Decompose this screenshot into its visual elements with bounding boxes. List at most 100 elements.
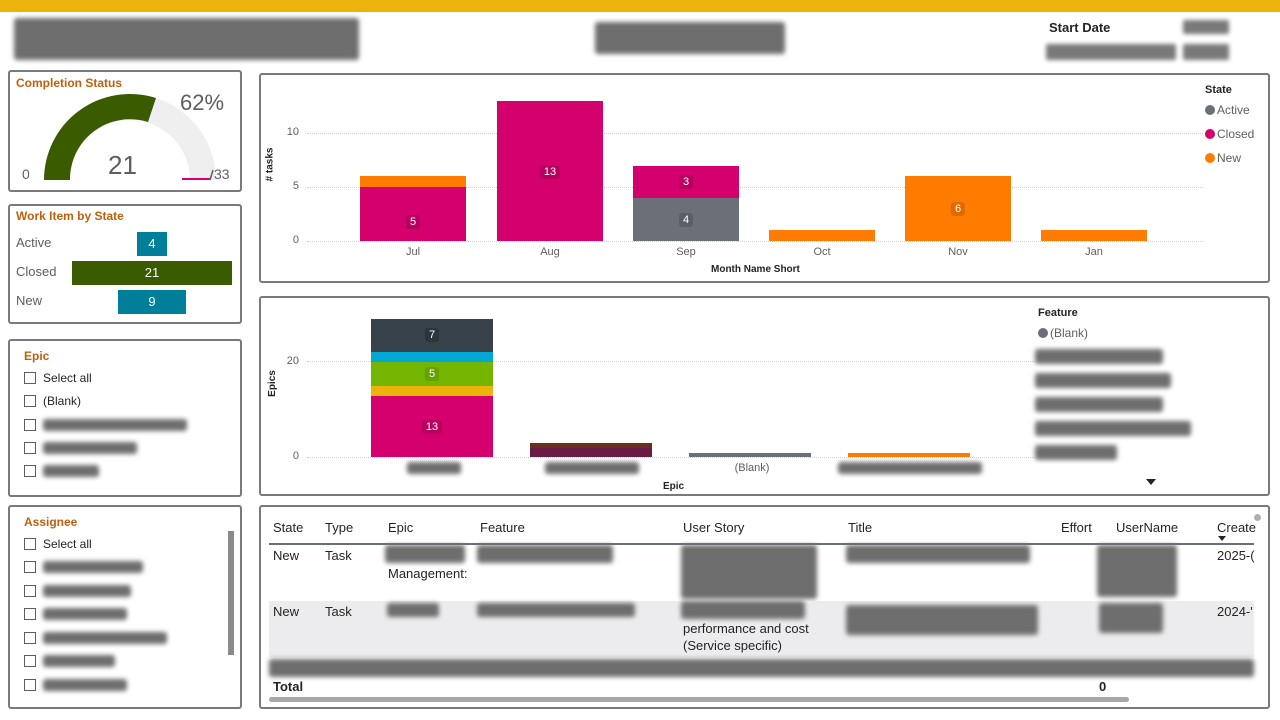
checkbox[interactable] [24, 395, 36, 407]
legend-active[interactable]: Active [1205, 103, 1250, 117]
assignee-item-7[interactable] [24, 677, 127, 693]
checkbox[interactable] [24, 561, 36, 573]
gauge-max: 33 [214, 166, 230, 182]
legend-item-redacted[interactable] [1035, 397, 1163, 412]
item-label: (Blank) [43, 394, 82, 408]
data-label: 5 [424, 367, 440, 381]
scroll-indicator-dot[interactable] [1254, 514, 1261, 521]
legend-blank[interactable]: (Blank) [1038, 326, 1088, 340]
work-items-table[interactable]: State Type Epic Feature User Story Title… [259, 505, 1270, 709]
company-logo [14, 18, 359, 60]
col-header-epic[interactable]: Epic [388, 520, 414, 535]
x-axis-title: Month Name Short [711, 264, 800, 275]
bar-jan-new[interactable] [1041, 230, 1147, 241]
checkbox[interactable] [24, 585, 36, 597]
checkbox[interactable] [24, 465, 36, 477]
data-label: 4 [678, 213, 694, 227]
epic-select-all[interactable]: Select all [24, 370, 92, 386]
legend-item-redacted[interactable] [1035, 445, 1117, 460]
horizontal-scrollbar[interactable] [269, 697, 1129, 702]
card-title: Work Item by State [16, 209, 124, 223]
assignee-select-all[interactable]: Select all [24, 536, 92, 552]
legend-label: Active [1217, 103, 1250, 117]
legend-new[interactable]: New [1205, 151, 1241, 165]
col-header-type[interactable]: Type [325, 520, 354, 535]
col-header-state[interactable]: State [273, 520, 304, 535]
assignee-item-3[interactable] [24, 583, 131, 599]
col-header-effort[interactable]: Effort [1061, 520, 1092, 535]
epics-by-feature-chart[interactable]: 20 0 Epics 7 5 13 (Blank) Epic Feature (… [259, 296, 1270, 496]
item-label-redacted [43, 419, 187, 431]
checkbox[interactable] [24, 372, 36, 384]
legend-label: Closed [1217, 127, 1255, 141]
epic-item-4[interactable] [24, 440, 137, 456]
assignee-item-4[interactable] [24, 606, 127, 622]
cell-redacted [1099, 603, 1163, 633]
cell-redacted [477, 603, 635, 617]
x-tick-redacted [407, 462, 461, 474]
bar-jul-new[interactable] [360, 176, 466, 187]
assignee-item-2[interactable] [24, 559, 143, 575]
x-tick: Sep [676, 246, 696, 258]
work-item-by-state-card[interactable]: Work Item by State Active 4 Closed 21 Ne… [8, 204, 242, 324]
completion-status-card[interactable]: Completion Status 62% 21 0 33 [8, 70, 242, 192]
assignee-item-5[interactable] [24, 630, 167, 646]
col-header-username[interactable]: UserName [1116, 520, 1179, 535]
col-header-title[interactable]: Title [848, 520, 873, 535]
col-header-created[interactable]: Create [1217, 520, 1257, 535]
row-label: New [16, 293, 43, 308]
checkbox[interactable] [24, 442, 36, 454]
cell-state: New [273, 604, 300, 619]
cell-type: Task [325, 604, 352, 619]
work-item-row-active[interactable]: Active 4 [16, 232, 236, 256]
epic-item-5[interactable] [24, 463, 99, 479]
legend-item-redacted[interactable] [1035, 373, 1171, 388]
y-axis-title: # tasks [264, 147, 276, 182]
cell-created: 2024-' [1217, 604, 1253, 619]
checkbox[interactable] [24, 632, 36, 644]
cell-redacted [846, 605, 1038, 635]
item-label-redacted [43, 585, 131, 597]
legend-closed[interactable]: Closed [1205, 127, 1254, 141]
col-header-feature[interactable]: Feature [480, 520, 525, 535]
y-tick: 5 [292, 180, 299, 192]
col-header-user-story[interactable]: User Story [683, 520, 745, 535]
x-tick: (Blank) [734, 462, 770, 474]
checkbox[interactable] [24, 679, 36, 691]
bar-blank-gray[interactable] [689, 453, 811, 457]
bar-epic2-maroon[interactable] [530, 448, 652, 457]
table-row-redacted[interactable] [269, 659, 1254, 677]
row-label: Active [16, 235, 52, 250]
epic-slicer[interactable]: Epic Select all (Blank) [8, 339, 242, 497]
checkbox[interactable] [24, 419, 36, 431]
card-title: Completion Status [16, 76, 123, 90]
legend-dot-icon [1205, 153, 1215, 163]
checkbox[interactable] [24, 538, 36, 550]
checkbox[interactable] [24, 655, 36, 667]
bar-epic1-yellow[interactable] [371, 386, 493, 396]
gauge-value: 21 [108, 150, 137, 180]
bar-oct-new[interactable] [769, 230, 875, 241]
legend-item-redacted[interactable] [1035, 421, 1191, 436]
x-tick: Oct [813, 246, 831, 258]
assignee-item-6[interactable] [24, 653, 115, 669]
bar-jul-closed[interactable] [360, 187, 466, 241]
checkbox[interactable] [24, 608, 36, 620]
work-item-row-new[interactable]: New 9 [16, 290, 236, 314]
gauge-percent: 62% [180, 90, 225, 115]
bar-epic1-cyan[interactable] [371, 352, 493, 362]
epic-blank[interactable]: (Blank) [24, 393, 81, 409]
epic-item-3[interactable] [24, 417, 187, 433]
data-label: 13 [539, 165, 561, 179]
legend-item-redacted[interactable] [1035, 349, 1163, 364]
item-label: Select all [43, 371, 92, 385]
tasks-by-month-chart[interactable]: 10 5 0 # tasks 5 13 3 4 6 Jul Aug Sep Oc… [259, 73, 1270, 283]
bar-epic2-brown[interactable] [530, 443, 652, 448]
assignee-slicer[interactable]: Assignee Select all [8, 505, 242, 709]
start-date-label: Start Date [1049, 20, 1111, 35]
start-date-value [1183, 20, 1229, 34]
legend-scroll-down-icon[interactable] [1146, 479, 1156, 485]
slicer-scrollbar[interactable] [228, 531, 234, 655]
work-item-row-closed[interactable]: Closed 21 [16, 261, 236, 285]
bar-epic4-orange[interactable] [848, 453, 970, 457]
